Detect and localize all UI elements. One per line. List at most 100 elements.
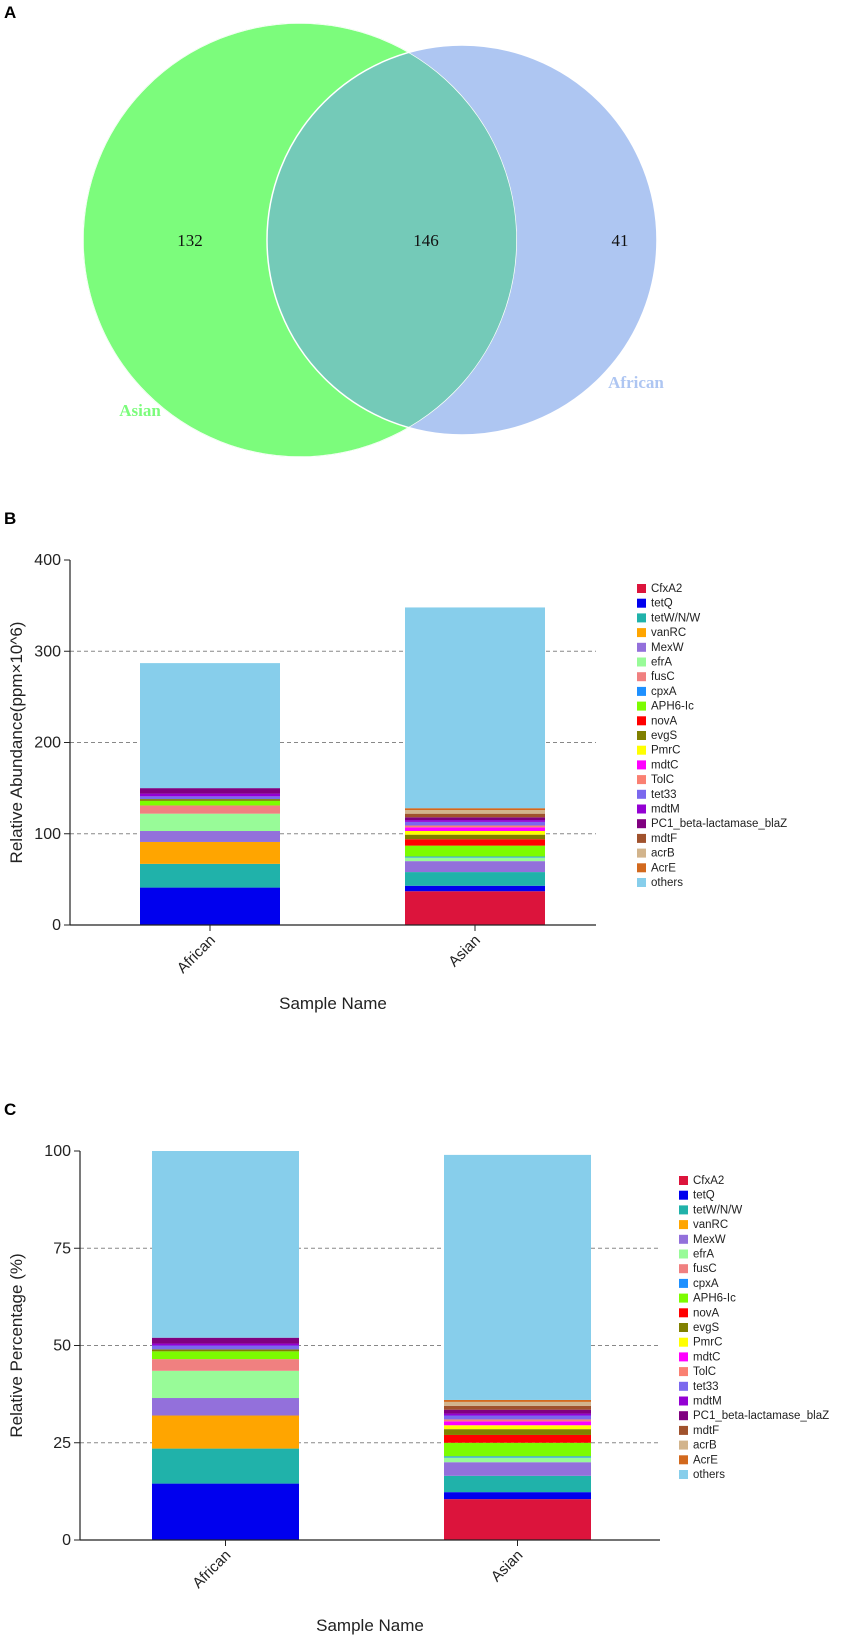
venn-count-asian-only: 132 bbox=[177, 231, 203, 250]
y-tick-label: 0 bbox=[62, 1532, 71, 1549]
legend-swatch bbox=[637, 804, 646, 814]
legend-item: tet33 bbox=[693, 1381, 719, 1393]
legend-swatch bbox=[637, 745, 646, 755]
y-tick-label: 25 bbox=[53, 1435, 71, 1452]
y-tick-label: 100 bbox=[44, 1143, 71, 1160]
panel-letter-c: C bbox=[4, 1100, 16, 1119]
bar-segment-african-others bbox=[152, 1151, 299, 1338]
bar-segment-african-mexw bbox=[152, 1398, 299, 1416]
bar-segment-asian-mdtm bbox=[444, 1413, 591, 1416]
bar-segment-asian-tolc bbox=[444, 1419, 591, 1422]
legend-item: PC1_beta-lactamase_blaZ bbox=[651, 818, 787, 830]
legend-item: PmrC bbox=[651, 745, 680, 757]
bar-segment-african-others bbox=[140, 663, 280, 789]
venn-outline-african bbox=[266, 44, 658, 436]
legend-swatch bbox=[679, 1234, 688, 1244]
legend-item: acrB bbox=[693, 1440, 717, 1452]
legend-item: PmrC bbox=[693, 1337, 722, 1349]
bar-segment-asian-mexw bbox=[405, 861, 545, 873]
bar-segment-asian-tetq bbox=[405, 885, 545, 892]
percentage-chart-panel: C African Asian 0 25 50 75 100 Relative Percent… bbox=[4, 1100, 829, 1635]
legend-item: others bbox=[693, 1469, 725, 1481]
bar-segment-asian-efra bbox=[405, 857, 545, 862]
legend-item: APH6-Ic bbox=[693, 1293, 736, 1305]
x-axis-title: Sample Name bbox=[279, 994, 387, 1013]
legend-swatch bbox=[637, 672, 646, 682]
legend-swatch bbox=[637, 598, 646, 608]
legend-swatch bbox=[679, 1396, 688, 1406]
bar-segment-african-evgs bbox=[152, 1349, 299, 1352]
legend-item: MexW bbox=[693, 1234, 726, 1246]
legend-item: acrB bbox=[651, 848, 675, 860]
y-tick-label: 200 bbox=[34, 735, 61, 752]
legend-swatch bbox=[679, 1249, 688, 1259]
y-tick-label: 100 bbox=[34, 826, 61, 843]
y-tick-label: 75 bbox=[53, 1240, 71, 1257]
legend-swatch bbox=[637, 701, 646, 711]
legend-swatch bbox=[679, 1425, 688, 1435]
bar-segment-african-tetw-n-w bbox=[140, 863, 280, 888]
bar-segment-asian-pmrc bbox=[444, 1425, 591, 1430]
bar-segment-asian-aph6-ic bbox=[405, 845, 545, 857]
bar-segment-african-aph6-ic bbox=[140, 800, 280, 806]
bar-segment-asian-acrb bbox=[444, 1401, 591, 1406]
bar-segment-asian-tetw-n-w bbox=[444, 1475, 591, 1493]
bar-segment-african-mdtm bbox=[152, 1343, 299, 1346]
legend-swatch bbox=[679, 1220, 688, 1230]
bar-segment-asian-acrb bbox=[405, 810, 545, 814]
venn-label-african: African bbox=[608, 373, 664, 392]
legend-item: AcrE bbox=[693, 1454, 718, 1466]
bar-segment-asian-aph6-ic bbox=[444, 1442, 591, 1457]
legend-item: efrA bbox=[693, 1249, 714, 1261]
bar-segment-asian-efra bbox=[444, 1457, 591, 1463]
legend-item: vanRC bbox=[693, 1219, 728, 1231]
bar-segment-african-tetq bbox=[152, 1483, 299, 1540]
bar-segment-african-efra bbox=[140, 813, 280, 832]
legend-swatch bbox=[637, 657, 646, 667]
bar-segment-african-evgs bbox=[140, 799, 280, 801]
bar-segment-asian-evgs bbox=[444, 1429, 591, 1435]
legend-item: APH6-Ic bbox=[651, 701, 694, 713]
bar-segment-african-fusc bbox=[140, 805, 280, 814]
bar-segment-african-efra bbox=[152, 1370, 299, 1399]
bar-segment-asian-cfxa2 bbox=[405, 891, 545, 925]
bar-segment-asian-others bbox=[444, 1154, 591, 1400]
category-label: African bbox=[174, 932, 219, 977]
bar-segment-african-tetw-n-w bbox=[152, 1448, 299, 1484]
legend-item: mdtF bbox=[651, 833, 677, 845]
bar-segment-asian-pc1-beta-lactamase-blaz bbox=[405, 817, 545, 821]
legend-swatch bbox=[637, 584, 646, 593]
x-axis-title: Sample Name bbox=[316, 1616, 424, 1635]
legend-item: mdtF bbox=[693, 1425, 719, 1437]
bar-segment-african-mdtm bbox=[140, 793, 280, 797]
legend-item: mdtC bbox=[651, 759, 678, 771]
legend-item: MexW bbox=[651, 642, 684, 654]
bar-segment-asian-nova bbox=[405, 839, 545, 846]
legend-item: AcrE bbox=[651, 862, 676, 874]
bar-segment-asian-cpxa bbox=[444, 1456, 591, 1458]
legend-item: CfxA2 bbox=[693, 1175, 724, 1187]
legend-item: mdtM bbox=[651, 804, 680, 816]
legend-swatch bbox=[679, 1176, 688, 1185]
legend-item: tetW/N/W bbox=[693, 1204, 742, 1216]
bar-segment-asian-mdtf bbox=[405, 813, 545, 818]
legend-swatch bbox=[679, 1323, 688, 1332]
legend-item: evgS bbox=[651, 730, 678, 742]
legend-swatch bbox=[637, 833, 646, 843]
y-axis-title: Relative Percentage (%) bbox=[7, 1253, 26, 1437]
category-label: Asian bbox=[445, 932, 484, 971]
legend-item: novA bbox=[693, 1307, 720, 1319]
bar-segment-asian-tet33 bbox=[444, 1415, 591, 1420]
legend-swatch bbox=[637, 686, 646, 696]
venn-overlap bbox=[267, 45, 517, 435]
legend-swatch bbox=[679, 1381, 688, 1391]
legend-item: mdtC bbox=[693, 1351, 720, 1363]
legend-swatch bbox=[679, 1411, 688, 1421]
abundance-chart-panel: B African Asian 0 100 200 300 400 Relative Abun… bbox=[4, 509, 787, 1013]
bar-segment-asian-others bbox=[405, 607, 545, 809]
bar-segment-asian-mdtm bbox=[405, 820, 545, 822]
bar-segment-asian-cfxa2 bbox=[444, 1499, 591, 1540]
bar-segment-asian-tet33 bbox=[405, 821, 545, 826]
legend-swatch bbox=[637, 878, 646, 887]
legend-swatch bbox=[679, 1352, 688, 1362]
